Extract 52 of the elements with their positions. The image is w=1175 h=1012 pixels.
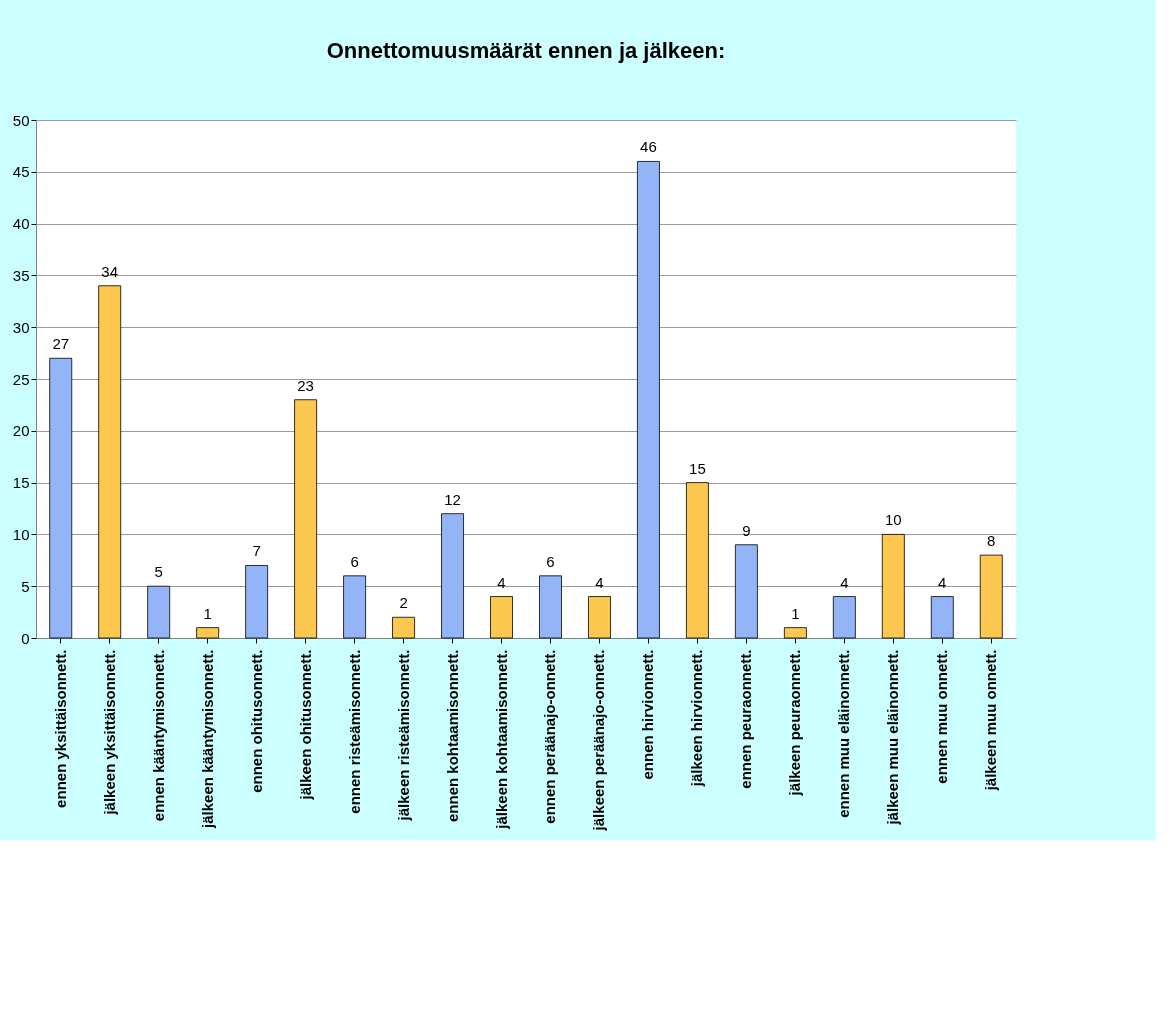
data-label: 2 [399,594,408,612]
y-tick-label: 0 [21,629,30,647]
data-label: 1 [791,604,800,622]
data-label: 4 [595,573,604,591]
data-label: 7 [252,542,261,560]
data-label: 4 [497,573,506,591]
x-tick-label: ennen kääntymisonnett. [149,649,167,822]
data-label: 46 [640,138,657,156]
x-tick-label: jälkeen ohitusonnett. [296,649,314,801]
chart-title: Onnettomuusmäärät ennen ja jälkeen: [326,38,726,63]
data-label: 34 [101,262,119,280]
y-tick-label: 35 [12,266,30,284]
y-tick-label: 5 [21,577,30,595]
x-tick-label: ennen ohitusonnett. [247,649,265,793]
x-tick-label: ennen muu eläinonnett. [835,649,853,818]
x-tick-label: ennen risteämisonnett. [345,649,363,814]
data-label: 1 [203,604,212,622]
y-tick-label: 40 [12,215,30,233]
y-tick-label: 30 [12,318,30,336]
y-tick-label: 45 [12,163,30,181]
x-tick-label: ennen peräänajo-onnett. [541,649,559,824]
data-label: 8 [987,532,996,550]
x-tick-label: jälkeen muu eläinonnett. [884,649,902,826]
x-tick-label: ennen hirvionnett. [639,649,657,780]
x-tick-label: ennen yksittäisonnett. [51,649,69,808]
y-tick-label: 10 [12,525,30,543]
x-tick-label: ennen kohtaamisonnett. [443,649,461,823]
x-tick-label: jälkeen kohtaamisonnett. [492,649,510,830]
data-label: 23 [297,376,314,394]
data-label: 6 [350,552,359,570]
data-label: 27 [52,335,70,353]
x-tick-label: jälkeen muu onnett. [982,649,1000,792]
y-tick-label: 25 [12,370,30,388]
y-tick-label: 15 [12,474,30,492]
x-tick-label: jälkeen peräänajo-onnett. [590,649,608,832]
data-label: 5 [154,563,163,581]
x-tick-label: jälkeen kääntymisonnett. [198,649,216,829]
data-label: 12 [444,490,461,508]
x-tick-label: ennen muu onnett. [933,649,951,784]
x-tick-label: jälkeen peuraonnett. [786,649,804,797]
data-label: 4 [938,573,947,591]
x-tick-label: jälkeen hirvionnett. [688,649,706,788]
y-tick-label: 20 [12,422,30,440]
x-tick-label: jälkeen risteämisonnett. [394,649,412,822]
x-tick-label: jälkeen yksittäisonnett. [100,649,118,816]
data-label: 10 [884,511,902,529]
data-label: 9 [742,521,751,539]
data-label: 15 [689,459,706,477]
data-label: 6 [546,552,555,570]
y-tick-label: 50 [12,111,30,129]
data-label: 4 [840,573,849,591]
x-tick-label: ennen peuraonnett. [737,649,755,789]
